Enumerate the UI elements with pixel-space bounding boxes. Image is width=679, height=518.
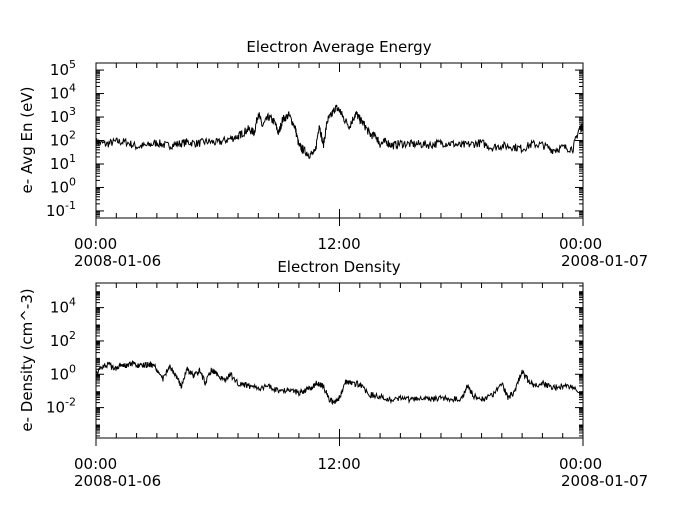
density-x-tick-time: 00:00 [74,455,117,473]
tick-exponent: 1 [69,152,76,165]
tick-base: 10 [50,61,69,79]
energy-y-tick-label: 104 [50,82,76,103]
density-y-minor-ticks [96,282,583,437]
energy-x-tick-time: 00:00 [559,235,602,253]
tick-base: 10 [50,178,69,196]
density-y-tick-label: 10-2 [46,396,76,417]
tick-exponent: -1 [65,199,76,212]
tick-base: 10 [46,399,65,417]
tick-base: 10 [50,299,69,317]
density-title: Electron Density [277,258,400,276]
tick-exponent: -2 [65,396,76,409]
density-x-tick-date: 2008-01-07 [561,472,648,490]
density-plot-frame [95,282,584,439]
energy-x-tick-time: 12:00 [318,235,361,253]
tick-base: 10 [50,108,69,126]
density-x-tick-time: 12:00 [318,455,361,473]
energy-x-tick-date: 2008-01-07 [561,252,648,270]
energy-x-tick-time: 00:00 [74,235,117,253]
tick-base: 10 [50,155,69,173]
density-y-tick-label: 102 [50,329,76,350]
tick-base: 10 [50,365,69,383]
energy-x-tick-date: 2008-01-06 [74,252,161,270]
energy-y-tick-label: 101 [50,152,76,173]
tick-base: 10 [50,332,69,350]
energy-y-tick-label: 100 [50,175,76,196]
density-y-label: e- Density (cm^-3) [18,288,36,431]
tick-base: 10 [46,202,65,220]
energy-plot-frame [95,62,584,219]
density-x-tick-date: 2008-01-06 [74,472,161,490]
tick-base: 10 [50,85,69,103]
density-y-tick-label: 100 [50,362,76,383]
energy-title: Electron Average Energy [246,38,431,56]
tick-exponent: 3 [69,105,76,118]
tick-exponent: 4 [69,82,76,95]
energy-y-tick-label: 10-1 [46,199,76,220]
energy-y-label: e- Avg En (eV) [18,87,36,194]
tick-exponent: 0 [69,362,76,375]
tick-exponent: 2 [69,329,76,342]
density-y-tick-label: 104 [50,296,76,317]
density-series-line [95,360,584,406]
energy-y-tick-label: 105 [50,58,76,79]
tick-exponent: 5 [69,58,76,71]
energy-y-minor-ticks [96,62,583,219]
tick-exponent: 2 [69,129,76,142]
energy-panel: Electron Average Energy 10-1100101102103… [18,38,648,270]
tick-base: 10 [50,132,69,150]
energy-y-tick-label: 103 [50,105,76,126]
energy-series-line [95,104,584,159]
density-x-tick-time: 00:00 [559,455,602,473]
tick-exponent: 0 [69,175,76,188]
energy-y-tick-label: 102 [50,129,76,150]
tick-exponent: 4 [69,296,76,309]
